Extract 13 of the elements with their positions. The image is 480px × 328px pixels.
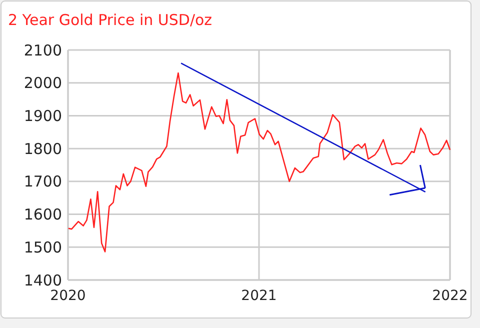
y-tick-label: 2100 [24,41,62,60]
x-tick-label: 2020 [50,288,86,304]
y-tick-label: 1800 [24,140,62,158]
y-tick-label: 1500 [24,238,62,256]
line-series [68,72,451,252]
x-tick-label: 2022 [432,288,468,304]
x-tick-label: 2021 [241,288,277,304]
y-tick-label: 1900 [24,106,62,125]
y-tick-label: 1600 [24,206,62,224]
y-tick-label: 2000 [24,74,62,92]
y-tick-label: 1700 [24,172,62,191]
y-tick-label: 1400 [24,271,62,290]
chart-title: 2 Year Gold Price in USD/oz [8,11,212,29]
